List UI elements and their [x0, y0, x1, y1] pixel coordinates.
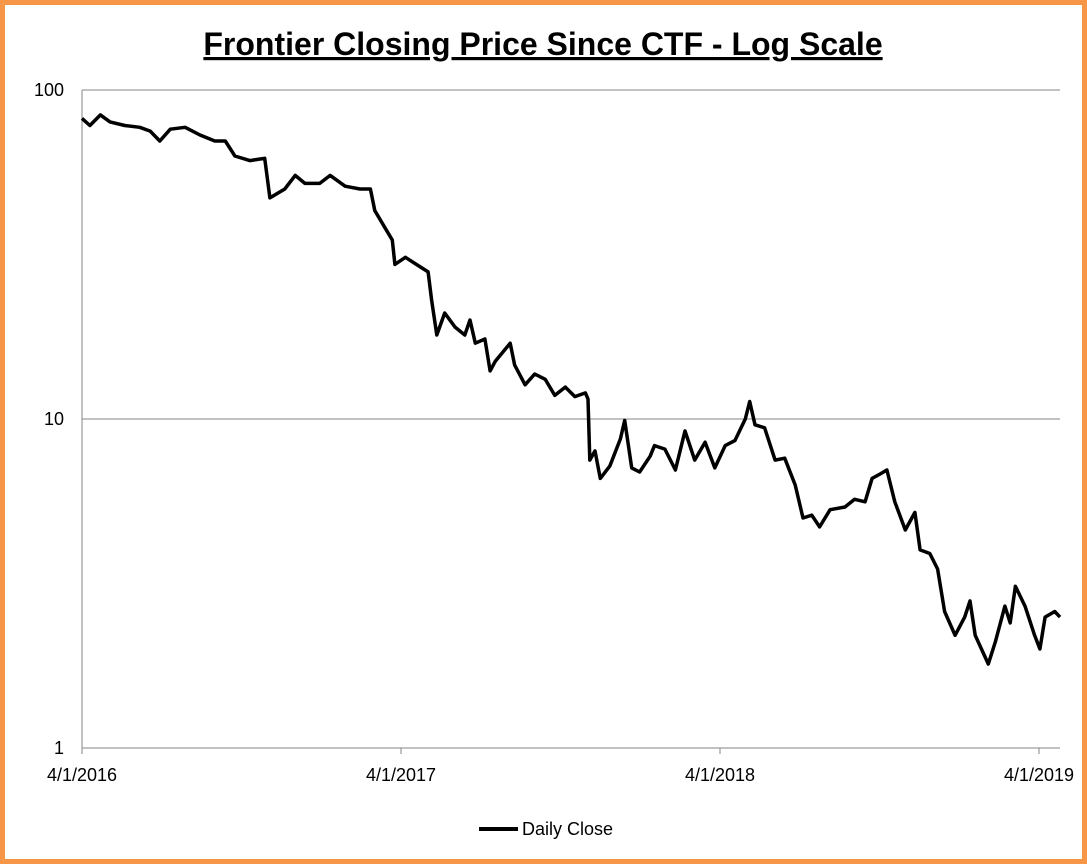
y-tick-label: 100	[34, 80, 64, 100]
y-tick-label: 1	[54, 738, 64, 758]
x-tick-label: 4/1/2019	[1004, 765, 1074, 785]
series-line-daily-close	[80, 113, 1062, 666]
legend-label: Daily Close	[522, 819, 613, 839]
x-tick-label: 4/1/2017	[366, 765, 436, 785]
legend: Daily Close	[479, 819, 613, 839]
x-tick-label: 4/1/2016	[47, 765, 117, 785]
chart-title: Frontier Closing Price Since CTF - Log S…	[203, 26, 882, 62]
y-tick-label: 10	[44, 409, 64, 429]
x-tick-label: 4/1/2018	[685, 765, 755, 785]
